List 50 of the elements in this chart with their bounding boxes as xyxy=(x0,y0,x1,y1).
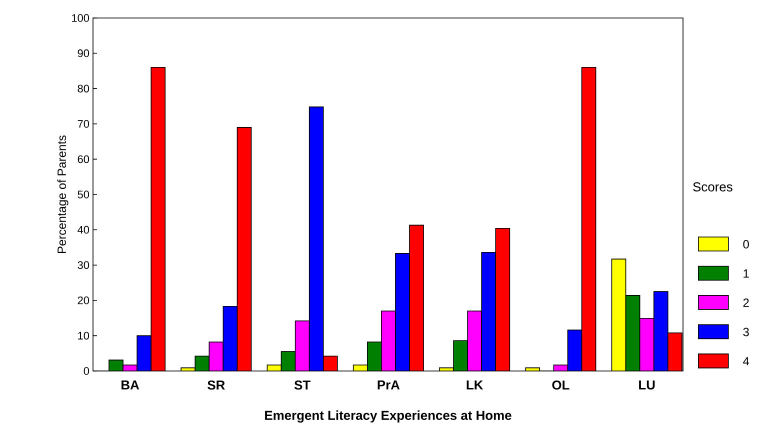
bar xyxy=(639,318,654,371)
y-tick-label: 40 xyxy=(78,226,90,234)
bar xyxy=(653,291,668,371)
x-tick-label: SR xyxy=(208,380,225,390)
bar xyxy=(625,295,640,371)
bar xyxy=(410,225,424,371)
bar xyxy=(294,320,310,371)
bar xyxy=(236,127,252,371)
y-tick-label: 60 xyxy=(78,155,90,164)
x-tick-label: ST xyxy=(294,380,310,390)
y-tick-label: 90 xyxy=(78,49,90,58)
y-tick-label: 80 xyxy=(78,84,90,92)
x-tick-label: OL xyxy=(552,380,570,390)
legend-label: 3 xyxy=(743,328,749,336)
y-tick-label: 20 xyxy=(78,296,90,304)
bar xyxy=(481,252,496,371)
bar xyxy=(467,310,482,371)
y-tick-label: 70 xyxy=(78,120,90,128)
legend-label: 0 xyxy=(743,240,749,248)
bar xyxy=(611,258,626,371)
bar xyxy=(208,342,224,371)
bar xyxy=(150,67,166,371)
bar xyxy=(453,340,468,371)
bar xyxy=(136,335,152,371)
bar xyxy=(367,342,382,371)
legend-label: 1 xyxy=(744,269,749,278)
legend-label: 4 xyxy=(743,357,750,366)
bar xyxy=(581,67,596,371)
y-tick-label: 100 xyxy=(72,14,90,22)
legend-title: Scores xyxy=(693,182,732,192)
bar xyxy=(381,310,396,371)
legend-label: 2 xyxy=(743,298,749,307)
x-tick-label: BA xyxy=(122,380,140,390)
y-axis-title: Percentage of Parents xyxy=(57,135,68,253)
bar xyxy=(222,306,238,371)
bar xyxy=(280,351,296,371)
bar xyxy=(567,330,582,371)
bar xyxy=(308,106,324,371)
y-tick-label: 0 xyxy=(84,367,90,375)
bar xyxy=(194,356,210,371)
y-tick-label: 30 xyxy=(78,261,90,269)
bar xyxy=(667,332,682,371)
bar xyxy=(395,253,410,371)
x-tick-label: PrA xyxy=(378,380,400,390)
x-axis-title: Emergent Literacy Experiences at Home xyxy=(265,410,512,423)
x-tick-label: LK xyxy=(466,380,484,390)
y-tick-label: 50 xyxy=(78,190,90,198)
bar xyxy=(495,228,510,371)
x-tick-label: LU xyxy=(639,380,655,390)
y-tick-label: 10 xyxy=(78,332,90,340)
